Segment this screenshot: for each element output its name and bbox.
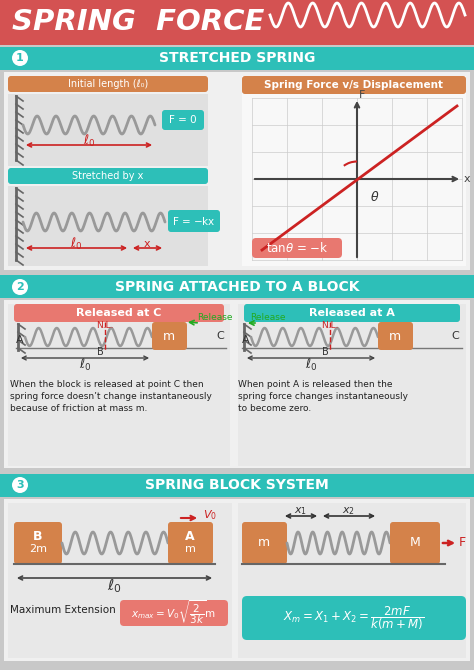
Bar: [8, 503, 232, 658]
Bar: [8, 186, 208, 266]
Text: $\ell_0$: $\ell_0$: [107, 577, 121, 595]
FancyBboxPatch shape: [242, 596, 466, 640]
Text: $x_2$: $x_2$: [343, 505, 356, 517]
Bar: [4, 72, 470, 270]
FancyBboxPatch shape: [242, 522, 287, 564]
Bar: [238, 503, 466, 658]
Text: $\ell_0$: $\ell_0$: [70, 236, 82, 252]
Text: SPRING BLOCK SYSTEM: SPRING BLOCK SYSTEM: [145, 478, 329, 492]
FancyBboxPatch shape: [378, 322, 413, 350]
Text: C: C: [451, 331, 459, 341]
Bar: [4, 499, 470, 661]
Text: m: m: [389, 330, 401, 342]
Text: A: A: [16, 335, 24, 345]
Text: Released at A: Released at A: [309, 308, 395, 318]
Text: F: F: [458, 537, 465, 549]
Text: C: C: [216, 331, 224, 341]
Bar: [238, 304, 466, 466]
Text: $\ell_0$: $\ell_0$: [79, 357, 91, 373]
Text: x: x: [144, 239, 150, 249]
Text: N.L.: N.L.: [96, 322, 114, 330]
Text: Maximum Extension: Maximum Extension: [10, 605, 116, 615]
FancyBboxPatch shape: [8, 168, 208, 184]
FancyBboxPatch shape: [244, 304, 460, 322]
FancyBboxPatch shape: [120, 600, 228, 626]
Circle shape: [12, 50, 28, 66]
Text: 2m: 2m: [29, 544, 47, 554]
Bar: [242, 76, 466, 266]
Bar: [4, 300, 470, 468]
Bar: [8, 94, 208, 166]
Text: M: M: [410, 537, 420, 549]
Text: F = 0: F = 0: [169, 115, 197, 125]
Text: B: B: [97, 347, 103, 357]
Text: 2: 2: [16, 282, 24, 292]
Text: STRETCHED SPRING: STRETCHED SPRING: [159, 51, 315, 65]
FancyBboxPatch shape: [252, 238, 342, 258]
Bar: [0, 47, 474, 70]
Bar: [0, 474, 474, 497]
Text: $X_m = X_1 + X_2 = \dfrac{2mF}{k(m+M)}$: $X_m = X_1 + X_2 = \dfrac{2mF}{k(m+M)}$: [283, 604, 425, 632]
Text: tan$\theta$ = $-$k: tan$\theta$ = $-$k: [266, 241, 328, 255]
Text: $\theta$: $\theta$: [370, 190, 380, 204]
Bar: [0, 0, 474, 45]
FancyBboxPatch shape: [242, 76, 466, 94]
FancyBboxPatch shape: [8, 76, 208, 92]
Text: m: m: [184, 544, 195, 554]
Text: m: m: [258, 537, 270, 549]
Text: B: B: [33, 531, 43, 543]
Text: Release: Release: [250, 314, 286, 322]
Text: 3: 3: [16, 480, 24, 490]
Text: $\ell_0$: $\ell_0$: [83, 133, 95, 149]
Text: Release: Release: [197, 314, 233, 322]
Text: Stretched by x: Stretched by x: [73, 171, 144, 181]
Text: $V_0$: $V_0$: [203, 508, 217, 522]
Text: N.L.: N.L.: [321, 322, 339, 330]
FancyBboxPatch shape: [152, 322, 187, 350]
Text: F = $-$kx: F = $-$kx: [172, 215, 216, 227]
Text: $\ell_0$: $\ell_0$: [305, 357, 317, 373]
Text: When the block is released at point C then
spring force doesn’t change instantan: When the block is released at point C th…: [10, 380, 212, 413]
Text: 1: 1: [16, 53, 24, 63]
Text: x: x: [464, 174, 470, 184]
FancyBboxPatch shape: [162, 110, 204, 130]
FancyBboxPatch shape: [168, 210, 220, 232]
Text: Released at C: Released at C: [76, 308, 162, 318]
Text: m: m: [163, 330, 175, 342]
Circle shape: [12, 477, 28, 493]
FancyBboxPatch shape: [168, 522, 213, 564]
Text: $x_1$: $x_1$: [294, 505, 308, 517]
Text: B: B: [322, 347, 328, 357]
Text: Initial length (ℓ₀): Initial length (ℓ₀): [68, 79, 148, 89]
Text: A: A: [185, 531, 195, 543]
Text: SPRING ATTACHED TO A BLOCK: SPRING ATTACHED TO A BLOCK: [115, 280, 359, 294]
Text: A: A: [242, 335, 250, 345]
Bar: [0, 275, 474, 298]
Bar: [8, 304, 230, 466]
Text: $x_{max}=V_0\sqrt{\dfrac{2}{3k}}$m: $x_{max}=V_0\sqrt{\dfrac{2}{3k}}$m: [131, 599, 217, 627]
FancyBboxPatch shape: [390, 522, 440, 564]
Text: Spring Force v/s Displacement: Spring Force v/s Displacement: [264, 80, 444, 90]
Text: When point A is released then the
spring force changes instantaneously
to become: When point A is released then the spring…: [238, 380, 408, 413]
Text: SPRING  FORCE: SPRING FORCE: [12, 8, 264, 36]
Circle shape: [12, 279, 28, 295]
Text: F: F: [359, 90, 365, 100]
FancyBboxPatch shape: [14, 304, 224, 322]
FancyBboxPatch shape: [14, 522, 62, 564]
